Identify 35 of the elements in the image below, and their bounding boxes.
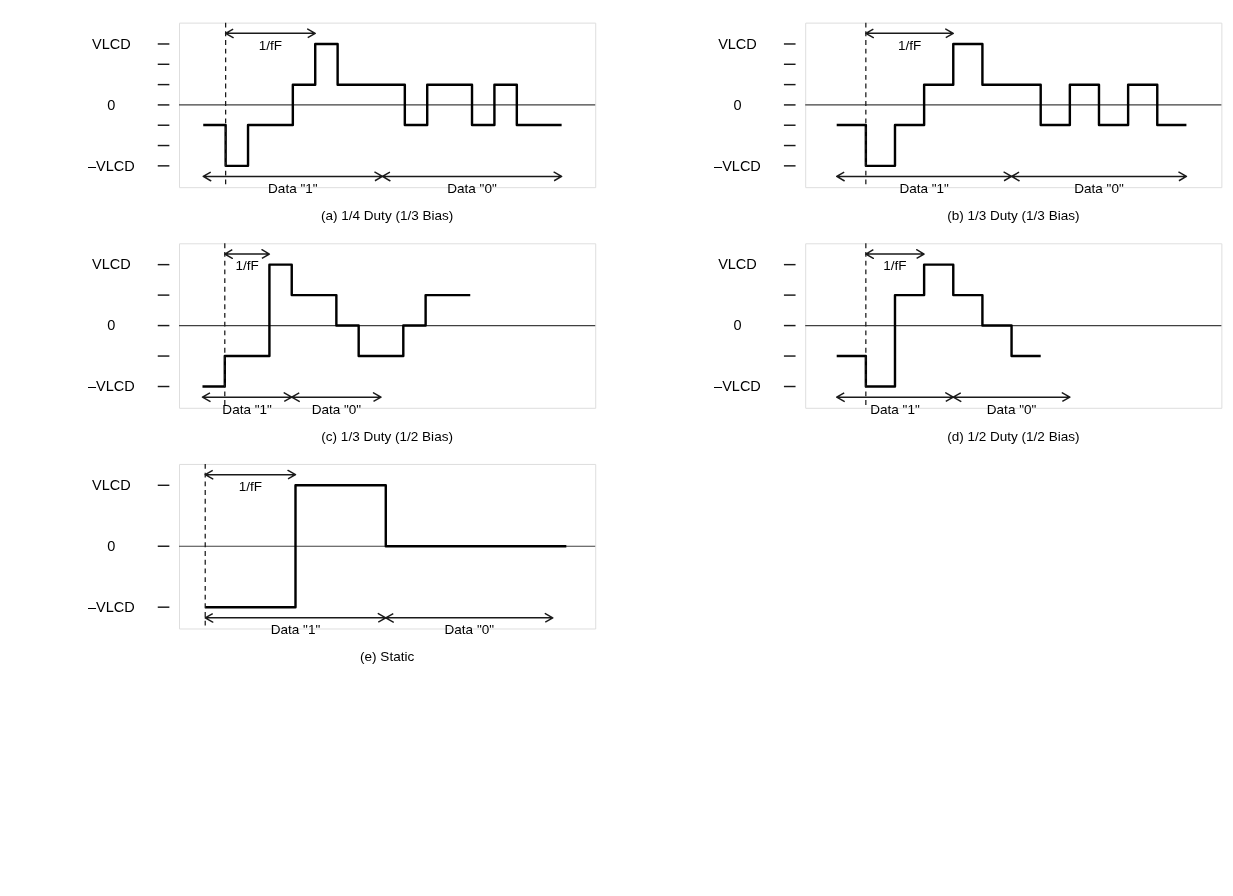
text: Data "1" bbox=[222, 401, 273, 417]
text: (e) Static bbox=[360, 649, 415, 665]
text: Data "1" bbox=[268, 180, 318, 196]
text: –VLCD bbox=[87, 378, 135, 395]
text: Data "0" bbox=[444, 622, 495, 638]
text: (a) 1/4 Duty (1/3 Bias) bbox=[320, 208, 454, 224]
text: –VLCD bbox=[87, 599, 135, 616]
text: 0 bbox=[107, 96, 116, 113]
text: Data "1" bbox=[270, 622, 321, 638]
text: VLCD bbox=[718, 256, 757, 273]
annotation: 1/fF bbox=[883, 258, 907, 274]
text: –VLCD bbox=[714, 157, 761, 174]
text: 0 bbox=[733, 96, 742, 113]
text: 0 bbox=[733, 317, 742, 334]
text: Data "0" bbox=[311, 401, 362, 417]
text: 0 bbox=[107, 317, 116, 334]
text: Data "0" bbox=[1074, 180, 1124, 196]
text: VLCD bbox=[718, 35, 757, 52]
text: VLCD bbox=[91, 256, 131, 273]
text: Data "1" bbox=[870, 401, 920, 417]
annotation: 1/fF bbox=[897, 37, 922, 53]
text: VLCD bbox=[91, 477, 131, 494]
text: Data "1" bbox=[899, 180, 950, 196]
text: (d) 1/2 Duty (1/2 Bias) bbox=[947, 428, 1080, 444]
text: Data "0" bbox=[986, 401, 1037, 417]
annotation: 1/fF bbox=[238, 479, 263, 495]
text: 0 bbox=[107, 538, 116, 555]
annotation: 1/fF bbox=[235, 258, 259, 274]
text: Data "0" bbox=[447, 180, 497, 196]
text: (c) 1/3 Duty (1/2 Bias) bbox=[321, 428, 453, 444]
text: –VLCD bbox=[87, 157, 135, 174]
annotation: 1/fF bbox=[258, 37, 283, 53]
text: (b) 1/3 Duty (1/3 Bias) bbox=[947, 208, 1080, 224]
text: –VLCD bbox=[714, 378, 761, 395]
text: VLCD bbox=[91, 35, 131, 52]
